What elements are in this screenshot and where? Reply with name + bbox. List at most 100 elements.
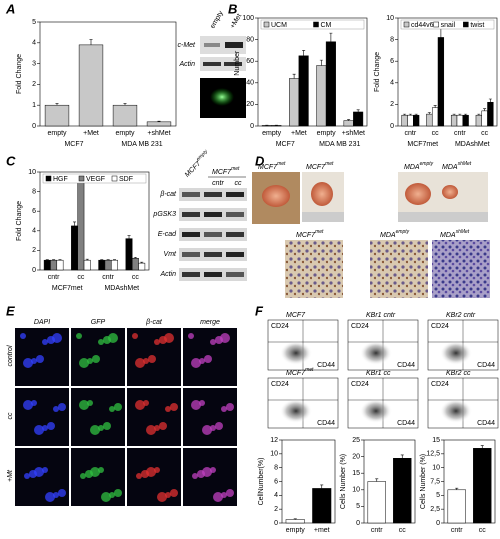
y-tick-label: 15	[432, 437, 440, 444]
cell	[58, 489, 66, 497]
x-tick-label: cntr	[371, 527, 383, 534]
x-tick-label: cntr	[102, 274, 114, 281]
group-label: MCF7met	[407, 141, 438, 148]
axis-label: CD24	[271, 381, 289, 388]
y-tick-label: 5	[32, 19, 36, 26]
group-label: MDAshMet	[104, 285, 139, 292]
blot-band	[204, 252, 222, 257]
group-label: MDA MB 231	[121, 141, 162, 148]
cell	[109, 406, 115, 412]
bar	[285, 519, 305, 524]
label: MDA	[404, 164, 420, 171]
bar	[312, 488, 332, 524]
label: MCF7	[296, 232, 316, 239]
panel-letter: A	[5, 1, 15, 16]
flow-plots: CD24 CD44 MCF7 CD24 CD44 KBr1 cntr CD24 CD44 KBr…	[267, 312, 499, 429]
cell	[136, 473, 142, 479]
bar	[131, 257, 139, 271]
cell-cloud	[440, 399, 472, 423]
x-tick-label: empty	[115, 130, 135, 137]
legend-label: SDF	[119, 176, 133, 183]
label: KBr1 cc	[366, 370, 391, 377]
bar	[316, 65, 327, 127]
label: MCF7	[286, 312, 306, 319]
label: MCF7met	[286, 367, 314, 377]
bar	[343, 120, 354, 127]
cell	[226, 489, 234, 497]
legend-label: HGF	[53, 176, 68, 183]
microscopy-image	[15, 388, 69, 446]
cell	[170, 489, 178, 497]
y-tick-label: 6	[274, 478, 278, 485]
x-tick-label: +shMet	[342, 130, 365, 137]
photo-label: MDAshMet	[440, 229, 470, 239]
x-tick-label: cc	[399, 527, 407, 534]
bar	[43, 259, 51, 271]
label: MCF7	[184, 160, 203, 179]
cell	[24, 473, 30, 479]
label: KBr2 cc	[446, 370, 471, 377]
column-label: β-cat	[145, 319, 163, 326]
y-axis-label: Fold Change	[16, 54, 23, 94]
cell	[45, 492, 55, 502]
cell	[85, 470, 93, 478]
y-tick-label: 0	[250, 123, 254, 130]
x-tick-label: cc	[479, 527, 487, 534]
superscript: met	[315, 229, 324, 235]
cell	[215, 422, 223, 430]
y-tick-label: 2,5	[430, 506, 440, 513]
fluorescence-image	[210, 88, 234, 106]
legend	[260, 19, 365, 30]
panel-letter: C	[6, 153, 16, 168]
blot-row-label: E-cad	[158, 231, 177, 238]
photo-label: MCF7met	[296, 229, 324, 239]
cell	[34, 425, 44, 435]
cell	[76, 333, 82, 339]
cell	[165, 406, 171, 412]
bar	[78, 44, 104, 127]
bar	[437, 37, 445, 127]
bar	[111, 259, 118, 271]
x-tick-label: cc	[77, 274, 85, 281]
axis-label: CD24	[351, 323, 369, 330]
cell	[98, 339, 104, 345]
plot-area	[257, 17, 368, 127]
blot-row-label: Actin	[178, 61, 195, 68]
cell	[20, 333, 26, 339]
y-axis-label: Cells Number (%)	[420, 454, 427, 509]
blot-band	[203, 62, 221, 66]
legend-swatch	[313, 21, 319, 28]
label: MDA	[380, 232, 396, 239]
x-tick-label: +met	[314, 527, 330, 534]
plot-area	[397, 17, 498, 127]
microscopy-image	[71, 388, 125, 446]
photo	[262, 185, 290, 207]
bar	[77, 181, 85, 271]
blot-band	[204, 232, 222, 237]
group-label: MCF7met	[52, 285, 83, 292]
ruler	[398, 212, 488, 222]
y-tick-label: 20	[352, 453, 360, 460]
y-tick-label: 4	[390, 80, 394, 87]
row-label: control	[7, 345, 14, 366]
y-tick-label: 100	[242, 15, 254, 22]
bar	[125, 238, 133, 271]
error-bar	[488, 98, 492, 103]
microscopy-grid: DAPI GFP β-cat merge control cc +Mt	[7, 319, 237, 506]
photo	[442, 185, 458, 199]
bar	[475, 114, 482, 127]
y-tick-label: 10	[352, 487, 360, 494]
cell	[36, 355, 44, 363]
cell	[141, 470, 149, 478]
cell	[92, 355, 100, 363]
error-bar	[319, 59, 323, 66]
y-tick-label: 1	[32, 102, 36, 109]
axis-label: CD44	[397, 420, 415, 427]
cell	[204, 355, 212, 363]
superscript: empty	[396, 229, 410, 235]
y-tick-label: 0	[32, 267, 36, 274]
y-tick-label: 8	[32, 188, 36, 195]
blot-band	[204, 212, 222, 217]
cell	[42, 339, 48, 345]
y-tick-label: 60	[246, 58, 254, 65]
